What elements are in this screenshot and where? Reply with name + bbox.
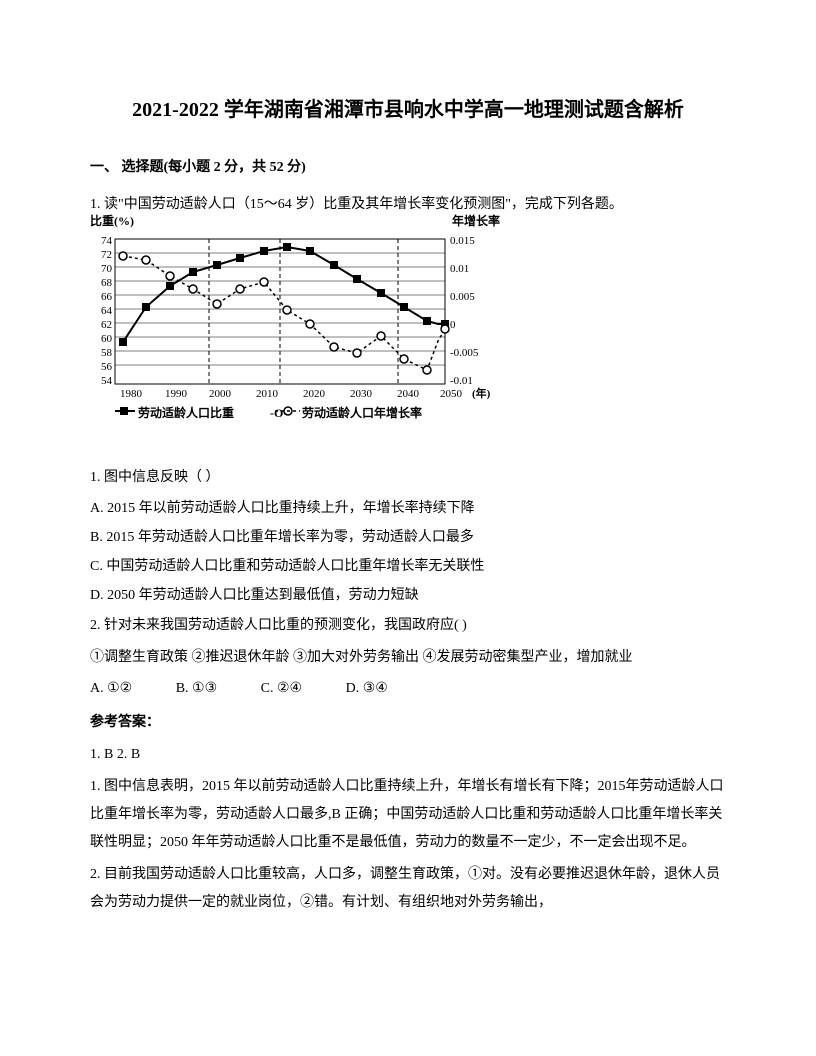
question-intro: 1. 读"中国劳动适龄人口（15～64 岁）比重及其年增长率变化预测图"，完成下… (90, 192, 726, 217)
option-1a: A. 2015 年以前劳动适龄人口比重持续上升，年增长率持续下降 (90, 496, 726, 521)
svg-text:2050: 2050 (440, 388, 463, 400)
svg-text:70: 70 (101, 263, 113, 275)
sub-question-2-statements: ①调整生育政策 ②推迟退休年龄 ③加大对外劳务输出 ④发展劳动密集型产业，增加就… (90, 644, 726, 672)
svg-text:54: 54 (101, 375, 113, 387)
svg-text:2030: 2030 (350, 388, 373, 400)
y-axis-right-label: 年增长率 (452, 211, 500, 233)
option-1c: C. 中国劳动适龄人口比重和劳动适龄人口比重年增长率无关联性 (90, 554, 726, 579)
option-2d: D. ③④ (346, 676, 388, 701)
sub-question-2: 2. 针对未来我国劳动适龄人口比重的预测变化，我国政府应( ) (90, 612, 726, 640)
svg-text:0: 0 (450, 319, 456, 331)
explanation-2: 2. 目前我国劳动适龄人口比重较高，人口多，调整生育政策，①对。没有必要推迟退休… (90, 861, 726, 917)
option-1d: D. 2050 年劳动适龄人口比重达到最低值，劳动力短缺 (90, 583, 726, 608)
svg-text:-O-: -O- (270, 406, 287, 420)
sub-question-2-options: A. ①② B. ①③ C. ②④ D. ③④ (90, 676, 726, 701)
svg-text:2020: 2020 (303, 388, 326, 400)
svg-text:60: 60 (101, 333, 113, 345)
svg-text:1980: 1980 (120, 388, 143, 400)
svg-text:0.005: 0.005 (450, 291, 475, 303)
option-2a: A. ①② (90, 676, 132, 701)
svg-text:劳动适龄人口比重: 劳动适龄人口比重 (138, 405, 234, 420)
option-2c: C. ②④ (261, 676, 302, 701)
sub-question-1: 1. 图中信息反映（ ） (90, 464, 726, 492)
answers: 1. B 2. B (90, 741, 726, 769)
explanation-1: 1. 图中信息表明，2015 年以前劳动适龄人口比重持续上升，年增长有增长有下降… (90, 773, 726, 857)
svg-text:劳动适龄人口年增长率: 劳动适龄人口年增长率 (302, 405, 422, 420)
answer-label: 参考答案： (90, 710, 726, 735)
svg-text:2010: 2010 (256, 388, 279, 400)
svg-text:-0.01: -0.01 (450, 375, 473, 387)
chart-container: 比重(%) 年增长率 74 72 70 68 66 64 62 60 58 56… (90, 229, 510, 448)
option-1b: B. 2015 年劳动适龄人口比重年增长率为零，劳动适龄人口最多 (90, 525, 726, 550)
option-2b: B. ①③ (176, 676, 217, 701)
svg-text:1990: 1990 (165, 388, 188, 400)
svg-text:0.015: 0.015 (450, 235, 475, 247)
page-title: 2021-2022 学年湖南省湘潭市县响水中学高一地理测试题含解析 (90, 95, 726, 125)
svg-text:66: 66 (101, 291, 113, 303)
section-header: 一、 选择题(每小题 2 分，共 52 分) (90, 155, 726, 180)
svg-text:68: 68 (101, 277, 113, 289)
svg-text:-0.005: -0.005 (450, 347, 479, 359)
svg-text:74: 74 (101, 235, 113, 247)
svg-text:72: 72 (101, 249, 112, 261)
svg-text:2040: 2040 (397, 388, 420, 400)
y-axis-left-label: 比重(%) (90, 211, 134, 233)
svg-text:(年): (年) (472, 386, 491, 400)
svg-text:62: 62 (101, 319, 112, 331)
svg-text:58: 58 (101, 347, 113, 359)
svg-text:56: 56 (101, 361, 113, 373)
svg-text:64: 64 (101, 305, 113, 317)
chart-svg: 74 72 70 68 66 64 62 60 58 56 54 0.015 0… (90, 229, 510, 439)
svg-text:0.01: 0.01 (450, 263, 469, 275)
svg-text:2000: 2000 (209, 388, 232, 400)
